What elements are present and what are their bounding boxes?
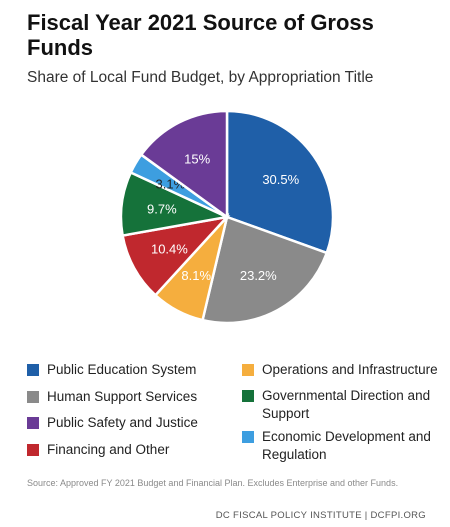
legend-swatch	[27, 391, 39, 403]
slice-label-financing-and-other: 10.4%	[151, 242, 188, 257]
chart-subtitle: Share of Local Fund Budget, by Appropria…	[27, 69, 374, 86]
credit-line: DC FISCAL POLICY INSTITUTE | DCFPI.ORG	[215, 510, 426, 521]
legend-swatch	[242, 390, 254, 402]
slice-label-operations-and-infrastructure: 8.1%	[181, 268, 211, 283]
legend-label: Operations and Infrastructure	[262, 362, 438, 377]
pie-slice-public-safety-and-justice	[139, 109, 229, 220]
slice-label-public-safety-and-justice: 15%	[184, 151, 210, 166]
legend-label: Financing and Other	[47, 442, 170, 457]
slice-label-governmental-direction-and-support: 9.7%	[147, 202, 177, 217]
legend-swatch	[27, 364, 39, 376]
pie-slice-human-support-services	[201, 215, 329, 325]
legend-swatch	[27, 417, 39, 429]
pie-chart: 30.5%23.2%8.1%10.4%9.7%3.1%15%	[119, 109, 335, 325]
legend-label: Public Education System	[47, 362, 197, 377]
pie-slice-public-education-system	[225, 109, 335, 255]
source-note: Source: Approved FY 2021 Budget and Fina…	[27, 478, 399, 488]
pie-slice-financing-and-other	[121, 215, 231, 297]
legend-label: Human Support Services	[47, 389, 198, 404]
legend-label: Economic Development and Regulation	[262, 429, 431, 462]
legend-label: Governmental Direction and Support	[262, 388, 431, 421]
slice-label-public-education-system: 30.5%	[262, 172, 299, 187]
legend-swatch	[242, 364, 254, 376]
slice-label-human-support-services: 23.2%	[240, 268, 277, 283]
legend-swatch	[242, 431, 254, 443]
legend-swatch	[27, 444, 39, 456]
legend-label: Public Safety and Justice	[47, 415, 198, 430]
chart-title: Fiscal Year 2021 Source of Gross Funds	[27, 10, 374, 60]
